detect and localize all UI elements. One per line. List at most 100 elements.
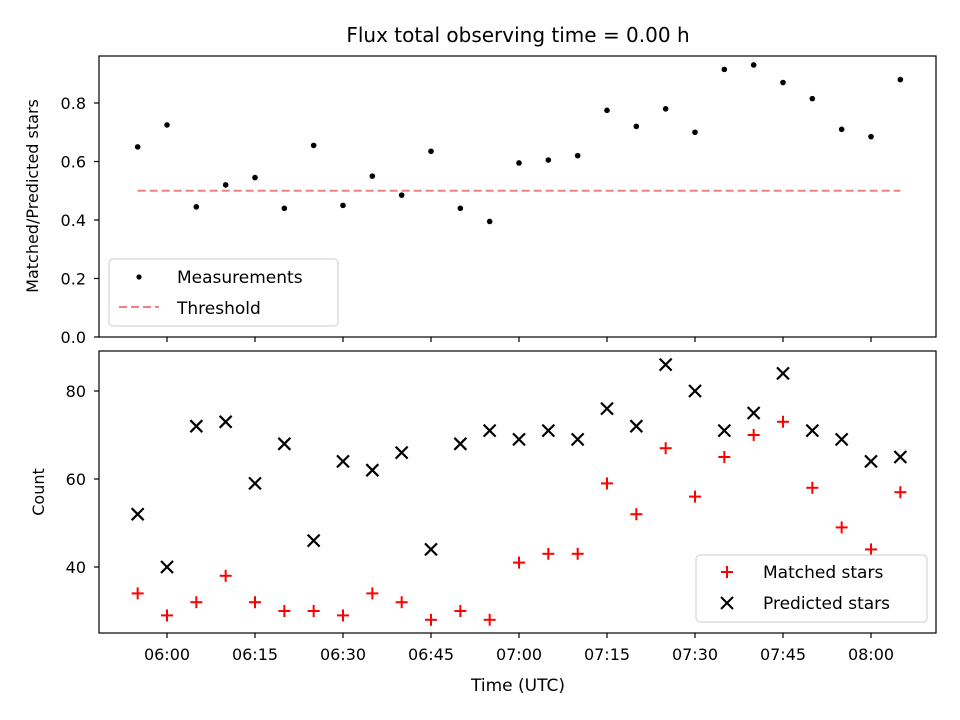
measurement-point: [868, 133, 874, 140]
x-tick-label: 06:00: [144, 645, 190, 664]
predicted-stars-point: [834, 432, 849, 447]
measurement-point: [750, 62, 757, 68]
predicted-stars-point: [218, 415, 233, 429]
matched-stars-point: [718, 451, 731, 463]
matched-stars-point: [806, 481, 819, 494]
predicted-stars-point: [629, 419, 644, 433]
y-tick-label: 0.8: [61, 94, 86, 113]
y-tick-label: 40: [66, 558, 86, 577]
predicted-stars-point: [658, 357, 673, 372]
legend-x-marker: [720, 596, 734, 610]
x-tick-label: 06:30: [320, 645, 366, 664]
predicted-stars-point: [746, 406, 761, 420]
ratio-panel: Flux total observing time = 0.00 h Match…: [23, 23, 937, 347]
predicted-stars-point: [248, 476, 262, 491]
measurement-point: [340, 202, 346, 209]
matched-stars-point: [161, 609, 173, 622]
legend-dot-marker: [136, 274, 142, 280]
predicted-stars-point: [336, 454, 350, 469]
matched-stars-point: [571, 547, 584, 560]
matched-stars-point: [894, 486, 907, 499]
predicted-stars-point: [189, 419, 204, 433]
measurement-point: [662, 106, 669, 112]
measurement-point: [633, 123, 640, 130]
matched-stars-point: [630, 508, 643, 521]
plot-marks: [134, 62, 904, 225]
measurement-point: [486, 218, 493, 225]
predicted-stars-point: [541, 423, 556, 438]
predicted-stars-point: [864, 454, 878, 469]
measurement-point: [604, 107, 610, 114]
predicted-stars-point: [776, 366, 790, 381]
legend: Matched stars Predicted stars: [695, 554, 928, 623]
matched-stars-point: [131, 587, 144, 600]
predicted-stars-point: [160, 560, 174, 574]
legend-plus-marker: [721, 566, 733, 578]
measurement-point: [193, 204, 200, 210]
predicted-stars-point: [277, 437, 292, 451]
matched-stars-point: [337, 609, 349, 622]
measurement-point: [252, 174, 258, 181]
y-axis-label: Count: [29, 468, 48, 516]
legend-label-predicted: Predicted stars: [763, 594, 890, 614]
plot-frame: [98, 350, 937, 634]
predicted-stars-point: [570, 432, 585, 447]
measurement-point: [222, 182, 229, 188]
measurement-point: [838, 126, 845, 133]
legend-label-threshold: Threshold: [176, 299, 261, 319]
y-tick-label: 0.6: [61, 153, 86, 172]
x-tick-group: [166, 337, 872, 342]
y-tick-label: 0.2: [61, 270, 86, 289]
y-tick-group: 40 60 80: [66, 382, 99, 577]
predicted-stars-point: [394, 445, 409, 460]
x-tick-label: 07:00: [496, 645, 542, 664]
matched-stars-point: [249, 596, 261, 609]
matched-stars-point: [219, 569, 232, 582]
measurement-point: [516, 160, 522, 166]
x-tick-label: 06:45: [408, 645, 454, 664]
predicted-stars-point: [717, 423, 732, 438]
legend-box: [695, 554, 928, 623]
measurement-point: [134, 144, 141, 150]
matched-stars-point: [747, 429, 760, 441]
x-tick-label: 07:30: [672, 645, 718, 664]
predicted-stars-point: [893, 450, 908, 464]
measurement-point: [457, 205, 464, 212]
predicted-stars-point: [453, 437, 468, 451]
legend-label-matched: Matched stars: [763, 563, 883, 583]
matched-stars-point: [278, 605, 291, 617]
legend-box: [108, 258, 339, 327]
y-tick-label: 80: [66, 382, 86, 401]
measurement-point: [897, 76, 904, 83]
y-tick-label: 0.0: [61, 328, 86, 347]
matched-stars-point: [835, 521, 848, 534]
y-tick-group: 0.0 0.2 0.4 0.6 0.8: [61, 94, 99, 347]
measurement-point: [545, 157, 552, 163]
measurement-point: [281, 205, 288, 212]
measurement-point: [310, 142, 317, 149]
matched-stars-point: [366, 587, 379, 600]
predicted-stars-point: [306, 533, 321, 548]
measurement-point: [574, 152, 581, 159]
matched-stars-point: [689, 490, 701, 503]
matched-stars-point: [483, 613, 496, 626]
matched-stars-point: [601, 477, 613, 490]
measurement-point: [780, 79, 786, 86]
x-axis-label: Time (UTC): [470, 676, 565, 696]
measurement-point: [721, 66, 728, 73]
predicted-stars-point: [512, 432, 526, 447]
predicted-stars-point: [365, 463, 380, 477]
x-tick-label: 07:45: [760, 645, 806, 664]
predicted-stars-point: [688, 384, 702, 398]
plot-frame: [98, 55, 937, 338]
matched-stars-point: [190, 596, 203, 609]
legend-label-measurements: Measurements: [177, 268, 303, 288]
x-tick-label: 07:15: [584, 645, 630, 664]
y-tick-label: 0.4: [61, 211, 86, 230]
predicted-stars-point: [600, 401, 614, 416]
y-axis-label: Matched/Predicted stars: [23, 99, 42, 293]
measurement-point: [428, 148, 434, 155]
measurement-point: [164, 122, 170, 128]
matched-stars-point: [395, 596, 408, 609]
